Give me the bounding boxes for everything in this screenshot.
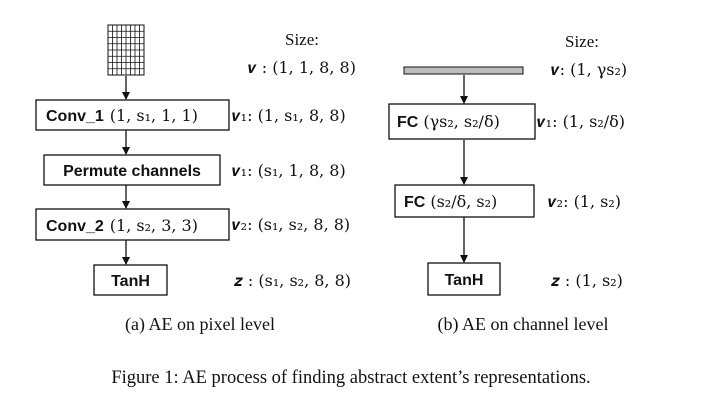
size-z-b: 𝒛 : (1, s₂) — [551, 271, 623, 290]
fc2-node: FC (s₂/δ, s₂) — [394, 184, 535, 218]
conv2-node: Conv_2 (1, s₂, 3, 3) — [35, 208, 230, 241]
permute-channels-label: Permute channels — [63, 163, 201, 180]
panel-b: FC (γs₂, s₂/δ) FC (s₂/δ, s₂) TanH Size: 𝒗:… — [388, 32, 627, 335]
conv2-param: (1, s₂, 3, 3) — [110, 216, 198, 235]
channel-vector-icon — [403, 66, 524, 75]
conv1-label: Conv_1 — [46, 108, 104, 125]
size-v-a: 𝒗 : (1, 1, 8, 8) — [248, 58, 356, 77]
svg-text:Conv_1(1, s₁, 1, 1): Conv_1 (1, s₁, 1, 1) — [46, 106, 198, 125]
conv2-label: Conv_2 — [46, 218, 104, 235]
figure-caption: Figure 1: AE process of finding abstract… — [111, 368, 590, 388]
tanh-node-a: TanH — [93, 264, 168, 296]
size-v-b: 𝒗: (1, γs₂) — [551, 60, 627, 79]
svg-text:FC(s₂/δ, s₂): FC (s₂/δ, s₂) — [404, 192, 497, 211]
fc1-param: (γs₂, s₂/δ) — [423, 112, 500, 131]
svg-text:Conv_2(1, s₂, 3, 3): Conv_2 (1, s₂, 3, 3) — [46, 216, 198, 235]
subcaption-a: (a) AE on pixel level — [125, 314, 275, 335]
size-v2-a: 𝒗₂: (s₁, s₂, 8, 8) — [232, 215, 350, 234]
size-z-a: 𝒛 : (s₁, s₂, 8, 8) — [234, 271, 351, 290]
pixel-grid-icon — [107, 24, 145, 76]
svg-text:FC(γs₂, s₂/δ): FC (γs₂, s₂/δ) — [397, 112, 500, 131]
panel-a: Conv_1 (1, s₁, 1, 1) Permute channels Con… — [35, 24, 356, 335]
size-header-b: Size: — [565, 32, 599, 51]
size-v1-b: 𝒗₁: (1, s₂/δ) — [537, 112, 625, 131]
tanh-label-a: TanH — [111, 273, 150, 290]
fc1-node: FC (γs₂, s₂/δ) — [388, 103, 536, 140]
size-v2-b: 𝒗₂: (1, s₂) — [548, 192, 621, 211]
size-v1-a: 𝒗₁: (1, s₁, 8, 8) — [232, 106, 346, 125]
permute-channels-node: Permute channels — [43, 154, 221, 186]
fc2-label: FC — [404, 194, 426, 211]
fc2-param: (s₂/δ, s₂) — [430, 192, 497, 211]
conv1-param: (1, s₁, 1, 1) — [110, 106, 198, 125]
tanh-label-b: TanH — [445, 272, 484, 289]
subcaption-b: (b) AE on channel level — [438, 314, 609, 335]
size-header-a: Size: — [285, 30, 319, 49]
tanh-node-b: TanH — [427, 262, 501, 296]
fc1-label: FC — [397, 114, 419, 131]
conv1-node: Conv_1 (1, s₁, 1, 1) — [35, 99, 230, 131]
size-v1-permuted-a: 𝒗₁: (s₁, 1, 8, 8) — [232, 161, 346, 180]
